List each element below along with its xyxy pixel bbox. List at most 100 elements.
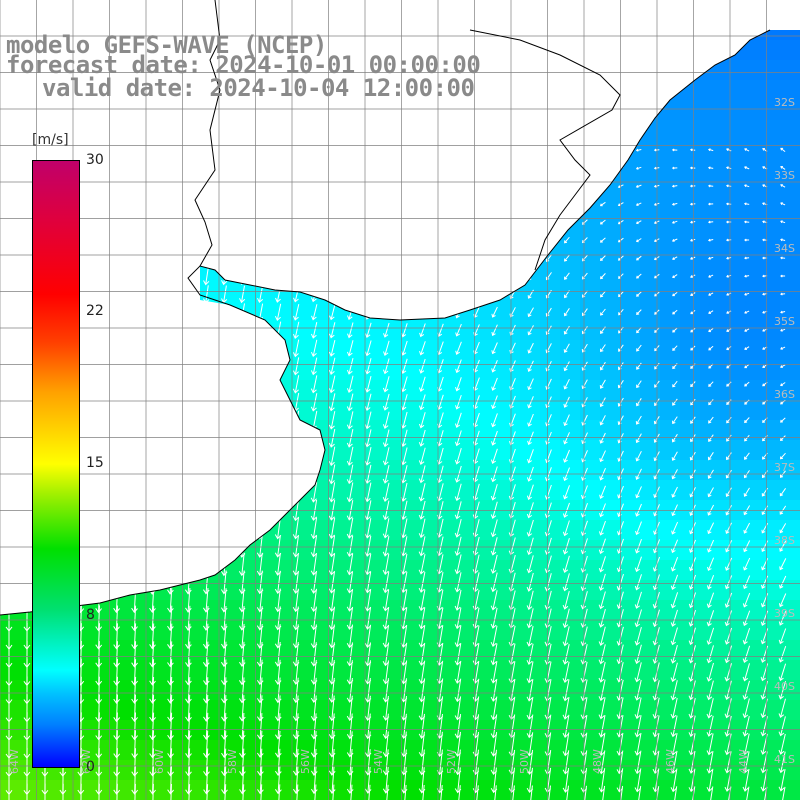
wind-speed-cell (620, 480, 640, 500)
wind-speed-cell (740, 200, 760, 220)
wind-arrow (257, 178, 264, 194)
wind-arrow (131, 748, 139, 777)
wind-speed-cell (620, 280, 640, 300)
wind-arrow (508, 448, 516, 464)
wind-arrow (113, 730, 121, 759)
wind-arrow (690, 416, 696, 424)
wind-arrow (368, 784, 371, 800)
wind-arrow (599, 184, 606, 189)
wind-arrow (113, 159, 120, 178)
wind-arrow (346, 571, 354, 594)
wind-speed-cell (460, 580, 480, 600)
wind-speed-cell (340, 640, 360, 660)
wind-speed-cell (40, 780, 60, 800)
wind-speed-cell (680, 200, 700, 220)
wind-speed-cell (740, 60, 760, 80)
wind-arrow (149, 498, 156, 523)
wind-arrow (743, 522, 751, 534)
wind-speed-cell (80, 660, 100, 680)
wind-speed-cell (680, 140, 700, 160)
wind-arrow (149, 712, 156, 741)
wind-arrow (383, 180, 390, 192)
wind-arrow (95, 391, 102, 414)
wind-arrow (239, 249, 246, 267)
wind-speed-cell (560, 320, 580, 340)
wind-arrow (364, 518, 372, 539)
wind-speed-cell (200, 620, 220, 640)
wind-arrow (599, 432, 606, 444)
wind-arrow (23, 141, 31, 160)
wind-speed-cell (520, 660, 540, 680)
wind-arrow (670, 609, 678, 627)
wind-speed-cell (740, 440, 760, 460)
wind-speed-cell (680, 720, 700, 740)
wind-arrow (149, 142, 156, 159)
wind-speed-cell (320, 620, 340, 640)
forecast-date: forecast date: 2024-10-01 00:00:00 (6, 51, 481, 79)
latitude-label: 37S (774, 461, 795, 474)
wind-arrow (526, 608, 534, 629)
wind-speed-cell (500, 400, 520, 420)
wind-arrow (689, 451, 696, 461)
wind-speed-cell (660, 500, 680, 520)
wind-arrow (131, 498, 138, 523)
wind-speed-cell (580, 280, 600, 300)
wind-speed-cell (420, 780, 440, 800)
wind-arrow (238, 712, 246, 740)
wind-arrow (598, 679, 606, 702)
wind-speed-cell (460, 380, 480, 400)
wind-arrow (563, 325, 570, 335)
wind-speed-cell (700, 400, 720, 420)
wind-speed-cell (100, 640, 120, 660)
wind-speed-cell (680, 260, 700, 280)
wind-arrow (509, 431, 516, 446)
wind-arrow (689, 504, 696, 516)
wind-arrow (674, 786, 678, 800)
latitude-label: 34S (774, 242, 795, 255)
wind-arrow (346, 535, 354, 558)
wind-arrow (472, 572, 480, 593)
wind-arrow (185, 605, 192, 632)
wind-arrow (437, 163, 444, 173)
wind-arrow (274, 481, 282, 504)
wind-arrow (458, 785, 461, 800)
wind-speed-cell (200, 740, 220, 760)
longitude-label: 62W (80, 749, 93, 774)
wind-arrow (725, 202, 732, 206)
wind-arrow (95, 213, 102, 232)
wind-arrow (131, 427, 138, 450)
wind-arrow (671, 220, 678, 224)
wind-arrow (95, 516, 102, 541)
wind-speed-cell (460, 720, 480, 740)
wind-arrow (492, 146, 498, 154)
wind-arrow (724, 663, 732, 682)
wind-arrow (562, 626, 570, 647)
wind-speed-cell (700, 580, 720, 600)
wind-arrow (509, 395, 516, 409)
wind-arrow (310, 553, 318, 576)
wind-speed-cell (200, 760, 220, 780)
wind-speed-cell (740, 360, 760, 380)
wind-arrow (455, 181, 462, 191)
wind-speed-cell (120, 680, 140, 700)
wind-arrow (95, 641, 103, 668)
wind-arrow (95, 355, 102, 378)
wind-speed-cell (120, 780, 140, 800)
wind-arrow (418, 483, 426, 502)
wind-speed-cell (480, 360, 500, 380)
wind-arrow (185, 178, 192, 195)
longitude-label: 52W (445, 749, 458, 774)
wind-arrow (131, 195, 138, 214)
wind-speed-cell (740, 640, 760, 660)
wind-arrow (275, 232, 282, 249)
wind-speed-cell (740, 160, 760, 180)
wind-arrow (726, 452, 732, 461)
longitude-label: 54W (372, 749, 385, 774)
wind-arrow (672, 256, 678, 260)
wind-arrow (292, 339, 300, 358)
wind-arrow (599, 361, 606, 371)
wind-speed-cell (480, 620, 500, 640)
wind-arrow (346, 517, 354, 539)
wind-arrow (419, 145, 426, 155)
wind-speed-cell (440, 740, 460, 760)
